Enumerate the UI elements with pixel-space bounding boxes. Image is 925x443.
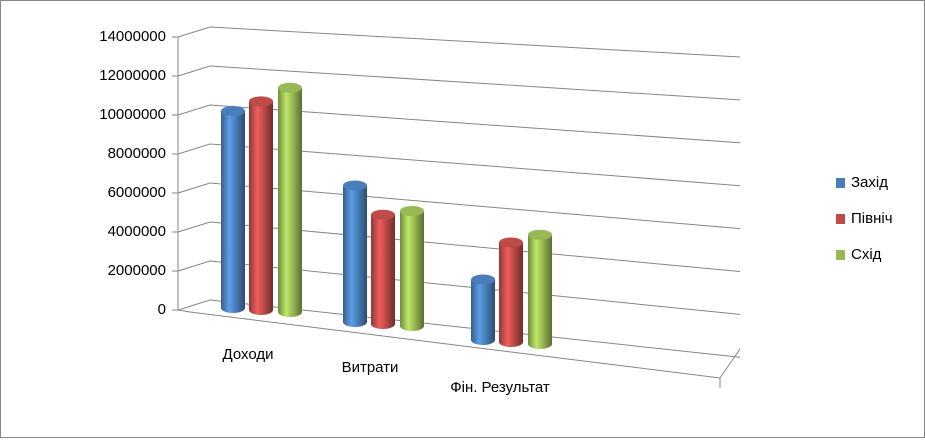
y-tick-label: 10000000 [99, 106, 166, 123]
legend-swatch [836, 214, 845, 224]
bar-top [371, 209, 395, 220]
grid-line [177, 260, 741, 315]
bar [528, 234, 552, 349]
y-tick-label: 12000000 [99, 67, 166, 84]
legend-label: Захід [851, 174, 888, 191]
legend-swatch [836, 250, 845, 260]
y-tick-label: 8000000 [108, 145, 166, 162]
grid-line [177, 26, 741, 58]
bar [343, 185, 367, 327]
x-tick-label: Витрати [342, 359, 399, 376]
grid-line [177, 65, 741, 101]
grid-line [177, 299, 741, 358]
bar [278, 87, 302, 317]
y-tick-label: 6000000 [108, 184, 166, 201]
grid-line [177, 182, 741, 230]
bar-top [400, 205, 424, 216]
bar-top [343, 180, 367, 191]
grid-line [177, 143, 741, 187]
bar-top [278, 82, 302, 93]
y-tick-label: 0 [158, 301, 166, 318]
bar [371, 214, 395, 329]
bar-top [499, 237, 523, 248]
y-tick-label: 14000000 [99, 28, 166, 45]
bar [221, 111, 245, 313]
floor [177, 309, 741, 379]
bar-top [221, 106, 245, 117]
grid-line [177, 104, 741, 144]
legend-swatch [836, 178, 845, 188]
bar [499, 242, 523, 347]
bar-top [249, 96, 273, 107]
x-tick-label: Фін. Результат [450, 379, 550, 396]
y-tick-label: 2000000 [108, 262, 166, 279]
bar [400, 210, 424, 331]
y-tick-label: 4000000 [108, 223, 166, 240]
legend-label: Північ [851, 210, 893, 227]
legend-label: Схід [851, 246, 882, 263]
bar [471, 279, 495, 345]
x-tick-label: Доходи [223, 346, 274, 363]
bar-top [471, 274, 495, 285]
bar [249, 101, 273, 315]
grid-line [177, 221, 741, 272]
bar-top [528, 229, 552, 240]
